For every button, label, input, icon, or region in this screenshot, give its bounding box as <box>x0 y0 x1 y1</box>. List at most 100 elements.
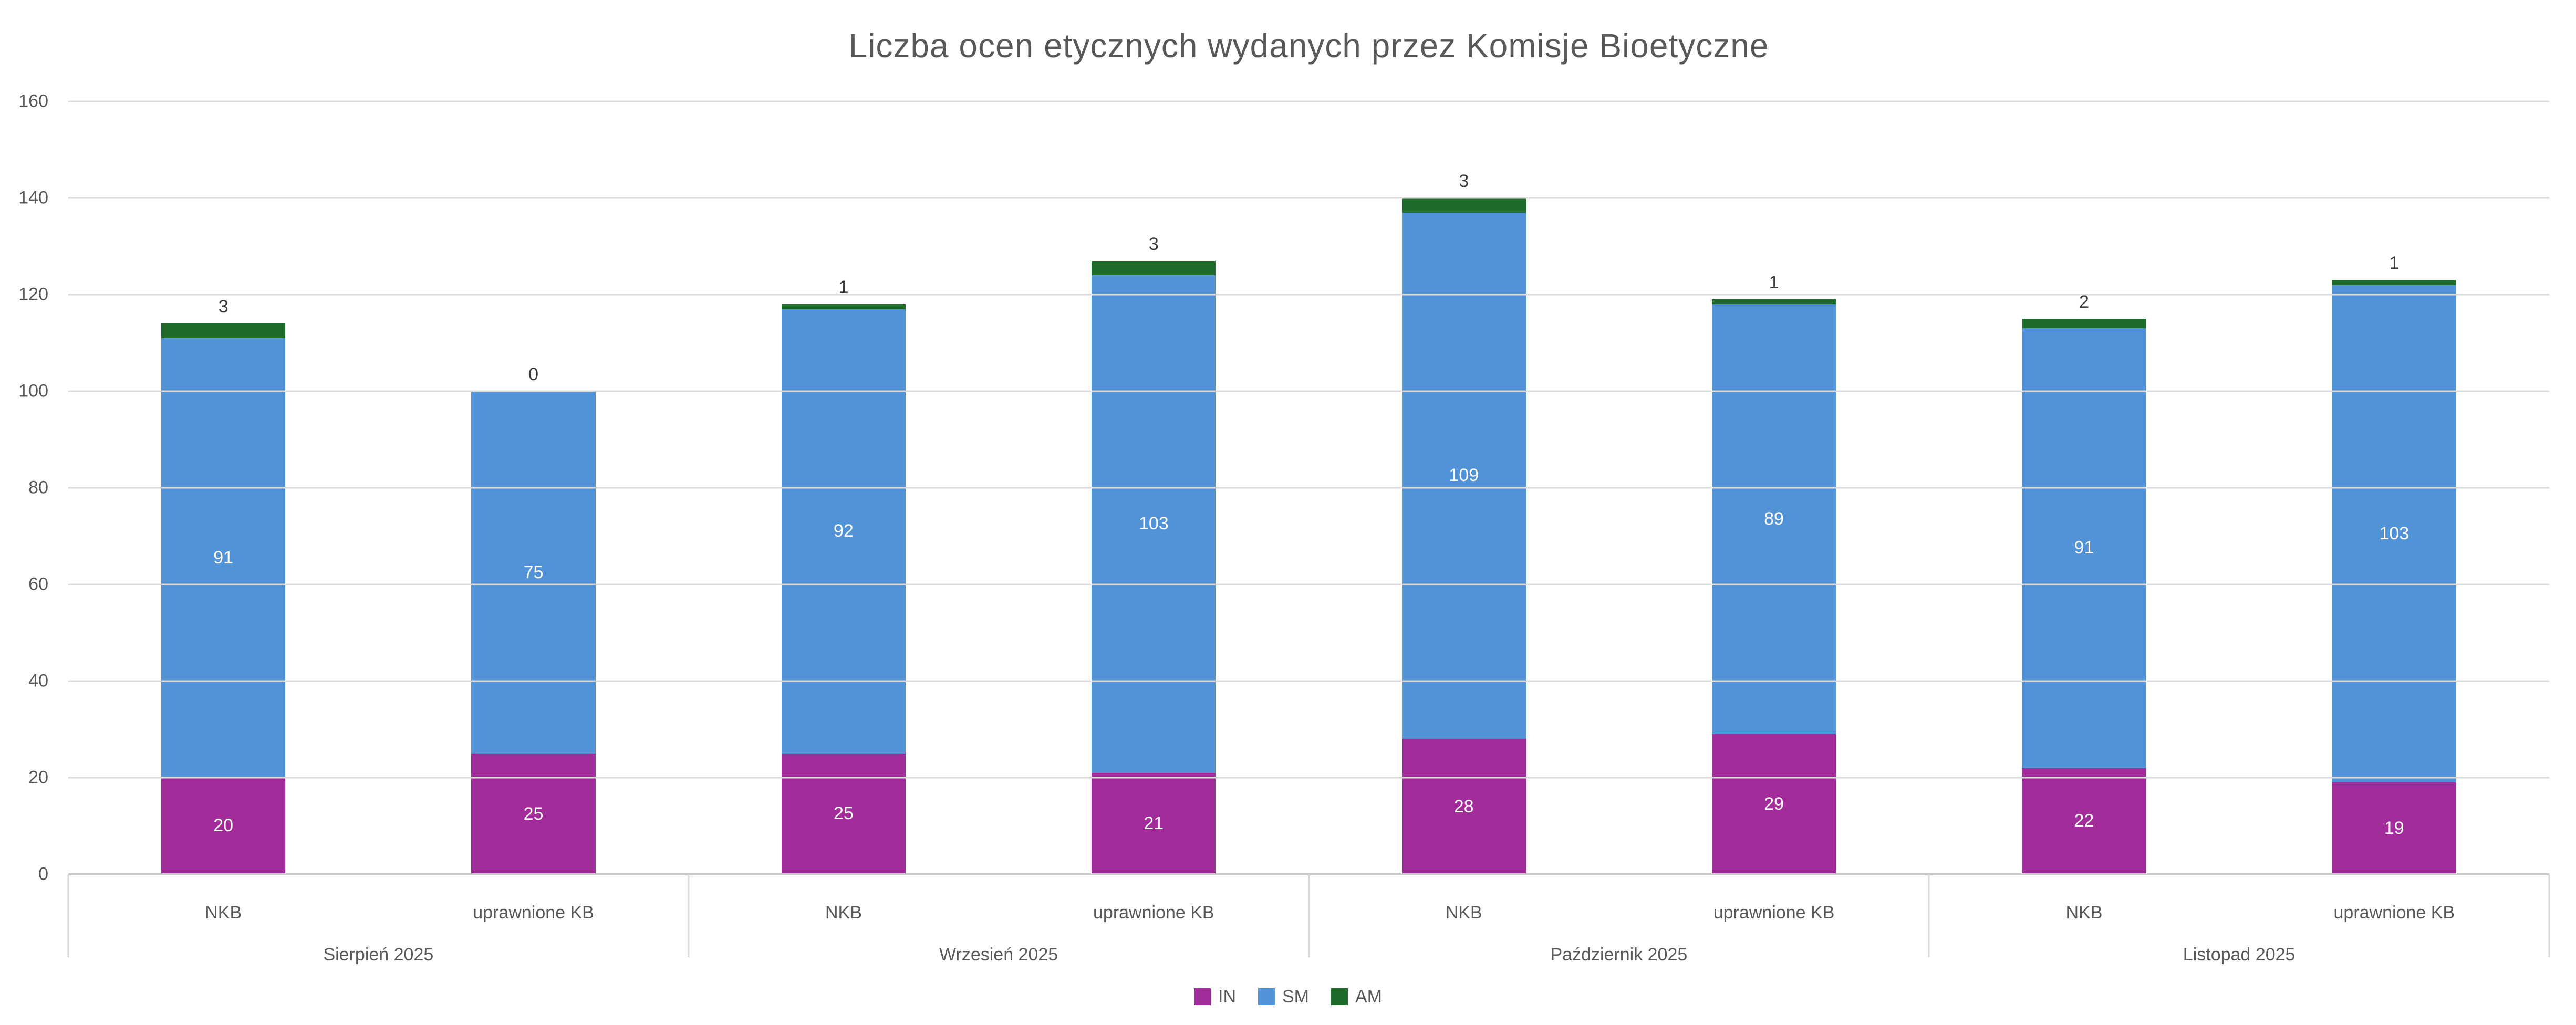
group-month-label: Sierpień 2025 <box>323 945 434 965</box>
legend-item-AM: AM <box>1331 985 1382 1008</box>
bar-segment-SM: 92 <box>781 309 906 754</box>
bar-segment-value-label: 25 <box>834 803 854 824</box>
bar-segment-IN: 19 <box>2332 782 2456 874</box>
legend-swatch-SM <box>1258 988 1275 1005</box>
legend: IN SM AM <box>0 985 2576 1008</box>
bar-slot: 1 89 29 <box>1619 101 1929 874</box>
group-divider-line <box>1928 874 1930 957</box>
group-divider-line <box>688 874 690 957</box>
bar-segment-SM: 91 <box>2022 328 2146 768</box>
bars-layer: 3 91 20 0 75 25 1 92 25 3 103 21 3 109 28 1 89 29 2 91 22 1 10… <box>68 101 2549 874</box>
bar-category-label: uprawnione KB <box>1093 903 1214 923</box>
bar-segment-value-label: 28 <box>1453 796 1474 817</box>
gridline-120 <box>68 294 2549 296</box>
bar-segment-SM: 75 <box>471 391 596 754</box>
bar-segment-IN: 29 <box>1711 734 1836 874</box>
bar-segment-value-label: 109 <box>1449 465 1479 486</box>
bar-stack: 2 91 22 <box>2022 292 2146 874</box>
bar-top-value-label: 1 <box>1769 273 1779 293</box>
bar-segment-value-label: 89 <box>1764 509 1784 529</box>
bar-stack: 0 75 25 <box>471 364 596 874</box>
gridline-100 <box>68 390 2549 392</box>
bar-slot: 1 92 25 <box>689 101 999 874</box>
plot-area: 3 91 20 0 75 25 1 92 25 3 103 21 3 109 28 1 89 29 2 91 22 1 10… <box>68 100 2549 875</box>
gridline-140 <box>68 197 2549 199</box>
group-label-row: Sierpień 2025 Wrzesień 2025 Październik 20… <box>68 940 2549 969</box>
bar-segment-value-label: 91 <box>213 547 234 568</box>
bar-category-label: NKB <box>1445 903 1482 923</box>
bar-segment-AM <box>1092 260 1216 276</box>
gridline-40 <box>68 680 2549 682</box>
bar-segment-AM <box>1401 198 1526 213</box>
gridline-20 <box>68 777 2549 779</box>
group-divider-line <box>1308 874 1310 957</box>
bar-segment-value-label: 19 <box>2384 818 2404 839</box>
bar-top-value-label: 0 <box>528 364 539 384</box>
group-month-label: Wrzesień 2025 <box>939 945 1058 965</box>
bar-segment-IN: 28 <box>1401 739 1526 874</box>
bar-slot: 2 91 22 <box>1929 101 2239 874</box>
bar-segment-IN: 25 <box>781 753 906 874</box>
gridline-80 <box>68 487 2549 489</box>
bar-top-value-label: 2 <box>2079 292 2089 312</box>
legend-swatch-AM <box>1331 988 1348 1005</box>
chart-title: Liczba ocen etycznych wydanych przez Kom… <box>848 27 1769 65</box>
category-axis: NKB uprawnione KB NKB uprawnione KB NKB upraw… <box>67 874 2550 965</box>
bar-stack: 1 103 19 <box>2332 253 2456 874</box>
bar-segment-value-label: 92 <box>834 521 854 541</box>
y-tick-label: 60 <box>28 574 48 594</box>
bar-segment-SM: 89 <box>1711 304 1836 735</box>
bar-segment-IN: 21 <box>1092 772 1216 874</box>
y-tick-label: 80 <box>28 477 48 498</box>
bar-top-value-label: 3 <box>1459 171 1469 191</box>
bar-segment-value-label: 22 <box>2074 811 2094 831</box>
bar-segment-SM: 109 <box>1401 212 1526 739</box>
bar-segment-value-label: 103 <box>2379 523 2409 543</box>
y-tick-label: 40 <box>28 671 48 691</box>
gridline-60 <box>68 583 2549 585</box>
bar-segment-SM: 103 <box>1092 275 1216 773</box>
bar-segment-value-label: 91 <box>2074 538 2094 558</box>
y-tick-label: 0 <box>38 864 48 884</box>
y-tick-label: 100 <box>18 381 48 401</box>
y-tick-label: 160 <box>18 91 48 111</box>
group-month-label: Październik 2025 <box>1550 945 1688 965</box>
bar-category-label: NKB <box>825 903 862 923</box>
bar-label-row: NKB uprawnione KB NKB uprawnione KB NKB upraw… <box>68 898 2549 927</box>
legend-swatch-IN <box>1194 988 1211 1005</box>
bar-segment-value-label: 103 <box>1138 514 1169 534</box>
bar-slot: 3 91 20 <box>68 101 378 874</box>
bar-segment-AM <box>781 304 906 309</box>
legend-label-IN: IN <box>1218 987 1236 1007</box>
bar-slot: 3 109 28 <box>1309 101 1619 874</box>
bar-segment-IN: 20 <box>161 777 286 874</box>
bar-slot: 1 103 19 <box>2239 101 2549 874</box>
bar-segment-value-label: 21 <box>1144 813 1164 833</box>
legend-label-AM: AM <box>1355 987 1382 1007</box>
bar-category-label: NKB <box>2065 903 2103 923</box>
bar-category-label: uprawnione KB <box>473 903 594 923</box>
group-month-label: Listopad 2025 <box>2183 945 2295 965</box>
bar-segment-IN: 22 <box>2022 768 2146 874</box>
gridline-160 <box>68 100 2549 102</box>
bar-stack: 1 89 29 <box>1711 273 1836 874</box>
bar-stack: 3 109 28 <box>1401 171 1526 874</box>
bar-stack: 3 103 21 <box>1092 234 1216 874</box>
bar-segment-AM <box>1711 299 1836 305</box>
legend-item-SM: SM <box>1258 985 1309 1008</box>
bar-top-value-label: 1 <box>2389 253 2400 274</box>
group-divider-line <box>67 874 69 957</box>
group-divider-line <box>2548 874 2550 957</box>
bar-segment-IN: 25 <box>471 754 596 874</box>
bar-segment-value-label: 29 <box>1764 794 1784 814</box>
bar-slot: 0 75 25 <box>378 101 688 874</box>
y-axis-tick-labels: 0 20 40 60 80 100 120 140 160 <box>0 91 48 884</box>
bar-top-value-label: 3 <box>1148 234 1159 254</box>
y-tick-label: 20 <box>28 767 48 788</box>
bar-segment-AM <box>2332 280 2456 285</box>
bar-category-label: uprawnione KB <box>1713 903 1835 923</box>
legend-label-SM: SM <box>1282 987 1309 1007</box>
bar-category-label: uprawnione KB <box>2333 903 2455 923</box>
bar-category-label: NKB <box>205 903 242 923</box>
